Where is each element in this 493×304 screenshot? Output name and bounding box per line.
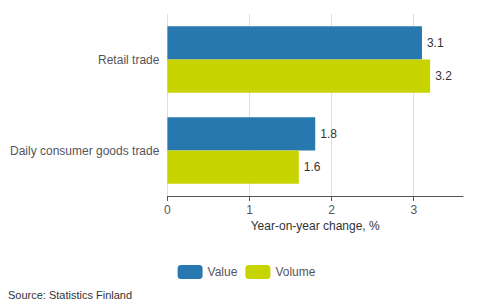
- svg-text:0: 0: [164, 203, 171, 217]
- svg-text:Source: Statistics Finland: Source: Statistics Finland: [8, 289, 132, 301]
- svg-text:Volume: Volume: [275, 265, 315, 279]
- svg-text:Daily consumer goods trade: Daily consumer goods trade: [10, 144, 160, 158]
- svg-text:Year-on-year change, %: Year-on-year change, %: [251, 219, 380, 233]
- svg-text:3: 3: [410, 203, 417, 217]
- svg-text:Retail trade: Retail trade: [98, 53, 160, 67]
- svg-text:1.6: 1.6: [304, 160, 321, 174]
- svg-text:Value: Value: [208, 265, 238, 279]
- svg-text:1.8: 1.8: [320, 127, 337, 141]
- svg-text:3.2: 3.2: [435, 69, 452, 83]
- svg-text:3.1: 3.1: [427, 36, 444, 50]
- svg-text:1: 1: [246, 203, 253, 217]
- svg-text:2: 2: [328, 203, 335, 217]
